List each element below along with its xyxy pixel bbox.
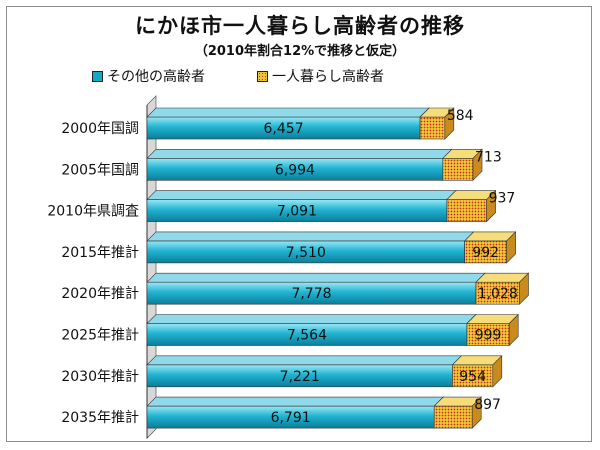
data-label-alone: 1,028 [478,286,518,302]
category-label: 2015年推計 [61,245,139,261]
bar-other-top [146,355,463,366]
data-label-other: 7,510 [286,245,326,261]
data-label-other: 7,091 [277,204,317,220]
legend-item-other: その他の高齢者 [92,66,205,86]
bar-alone [419,107,455,140]
data-label-alone: 954 [459,369,486,385]
bar-alone-side [508,313,519,347]
bar-alone-side [486,189,496,223]
bar-alone-side [472,148,483,182]
bar-alone-face [442,158,474,181]
bar-other [146,313,477,347]
bar-other [146,148,453,182]
category-label: 2010年県調査 [47,204,139,220]
category-label: 2030年推計 [61,369,139,385]
bar-alone-side [506,231,516,264]
bar-alone-side [444,107,455,140]
bar-other-top [146,231,475,242]
bar-alone [475,272,530,305]
chart-title: にかほ市一人暮らし高齢者の推移 [135,14,465,38]
bar-other-top [146,314,477,324]
data-label-other: 7,564 [287,328,327,344]
bar-other-top [146,272,486,283]
bar-alone [466,313,519,347]
legend-item-alone: 一人暮らし高齢者 [257,66,384,86]
category-label: 2035年推計 [61,410,139,426]
bar-alone-face [433,405,473,429]
category-label: 2025年推計 [61,328,139,344]
bar-alone-side [471,396,482,429]
data-label-alone: 999 [475,328,502,344]
legend-swatch-other [92,70,103,82]
legend-label-other: その他の高齢者 [107,69,205,85]
bar-other-top [146,190,457,200]
data-label-alone: 992 [472,245,499,261]
bar-alone [433,396,482,429]
category-label: 2020年推計 [61,286,139,302]
bar-other-top [146,149,453,159]
data-label-alone: 937 [489,191,516,207]
bar-other-top [146,107,430,118]
bar-alone-face [446,199,487,222]
data-label-other: 6,457 [264,121,304,137]
category-label: 2005年国調 [61,162,139,178]
legend-label-alone: 一人暮らし高齢者 [272,69,384,85]
bar-alone [451,355,503,388]
legend-swatch-alone [257,70,268,82]
data-label-other: 7,778 [291,286,331,302]
bar-other [146,272,486,305]
bar-alone [446,189,497,223]
bar-alone [463,231,517,264]
chart-subtitle: （2010年割合12%で推移と仮定） [194,44,406,59]
data-label-alone: 713 [475,149,502,165]
bar-alone-face [419,116,446,140]
category-label: 2000年国調 [61,121,139,137]
data-label-other: 7,221 [280,369,320,385]
bar-other [146,355,463,388]
data-label-other: 6,791 [271,410,311,426]
bar-other-top [146,396,444,407]
data-label-other: 6,994 [275,162,315,178]
data-label-alone: 897 [474,397,501,413]
bar-alone-side [492,355,503,388]
bar-alone-side [519,272,529,305]
bar-alone [442,148,483,182]
data-label-alone: 584 [447,108,474,124]
bar-other [146,189,457,223]
legend: その他の高齢者 一人暮らし高齢者 [92,65,436,87]
